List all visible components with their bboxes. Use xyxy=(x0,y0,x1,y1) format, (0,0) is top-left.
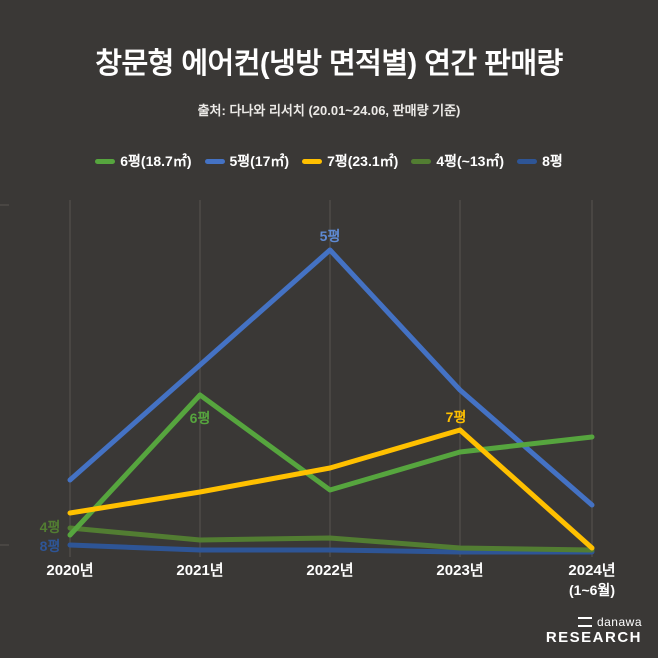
legend-label: 7평(23.1㎡) xyxy=(327,153,399,169)
page-title: 창문형 에어컨(냉방 면적별) 연간 판매량 xyxy=(95,48,563,80)
legend-item-8pyeong: 8평 xyxy=(517,151,563,171)
legend-label: 4평(~13㎡) xyxy=(436,153,505,169)
logo-danawa-row: danawa xyxy=(546,615,642,629)
legend-swatch-4pyeong-icon xyxy=(411,158,432,164)
x-axis-label-2024-year: 2024년 xyxy=(568,562,616,579)
x-axis-label-2021: 2021년 xyxy=(176,562,224,579)
legend-label: 8평 xyxy=(542,153,563,169)
x-axis-label-2022: 2022년 xyxy=(306,562,354,579)
logo-research-text: RESEARCH xyxy=(545,629,642,646)
legend-item-5pyeong: 5평(17㎡) xyxy=(204,151,290,171)
x-axis-label-2023: 2023년 xyxy=(436,562,484,579)
legend-swatch-5pyeong-icon xyxy=(204,158,225,164)
legend-swatch-6pyeong-icon xyxy=(95,158,116,164)
legend-label: 5평(17㎡) xyxy=(229,153,290,169)
series-label-4pyeong: 4평 xyxy=(39,519,61,535)
legend-swatch-8pyeong-icon xyxy=(517,158,538,164)
x-axis-label-2024-range: (1~6월) xyxy=(569,582,615,599)
legend-item-4pyeong: 4평(~13㎡) xyxy=(411,151,504,171)
logo-lines-icon xyxy=(577,617,592,627)
legend-swatch-7pyeong-icon xyxy=(302,158,323,164)
danawa-research-logo: danawa RESEARCH xyxy=(546,615,642,646)
legend-item-6pyeong: 6평(18.7㎡) xyxy=(95,151,192,171)
legend-label: 6평(18.7㎡) xyxy=(120,153,192,169)
x-axis-label-2024: 2024년 (1~6월) xyxy=(568,561,615,600)
legend-item-7pyeong: 7평(23.1㎡) xyxy=(302,151,398,171)
x-axis-label-2020: 2020년 xyxy=(46,562,94,579)
chart-legend: 6평(18.7㎡) 5평(17㎡) 7평(23.1㎡) 4평(~13㎡) 8평 xyxy=(0,151,658,171)
series-label-7pyeong: 7평 xyxy=(445,409,467,425)
series-label-5pyeong: 5평 xyxy=(319,228,341,244)
series-label-8pyeong: 8평 xyxy=(39,538,61,554)
chart-source-subtitle: 출처: 다나와 리서치 (20.01~24.06, 판매량 기준) xyxy=(197,103,461,118)
series-label-6pyeong: 6평 xyxy=(189,410,211,426)
logo-danawa-text: danawa xyxy=(596,615,642,629)
